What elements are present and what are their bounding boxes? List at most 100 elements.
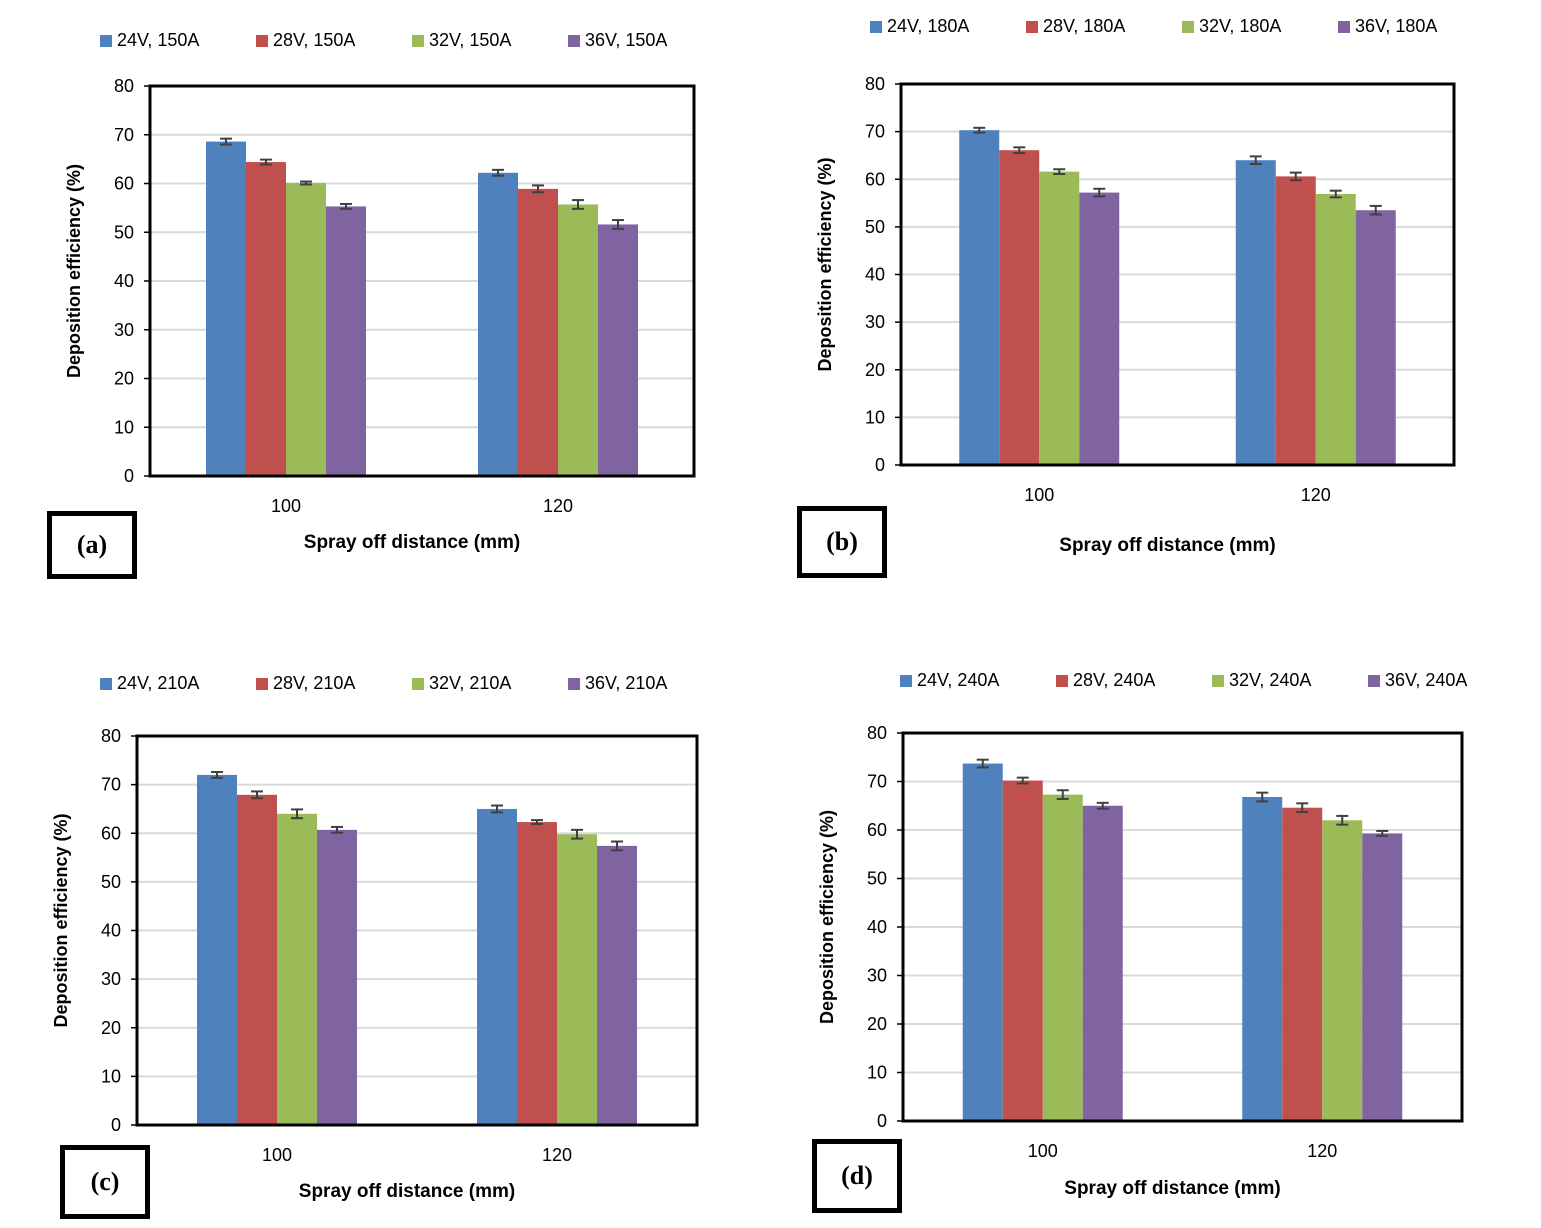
y-tick-label: 70	[867, 772, 887, 792]
legend-label: 28V, 180A	[1043, 16, 1126, 36]
legend-item: 28V, 150A	[256, 30, 412, 51]
legend-item: 28V, 180A	[1026, 16, 1182, 37]
legend-swatch	[100, 677, 112, 690]
y-tick-label: 60	[101, 823, 121, 843]
y-tick-label: 50	[867, 869, 887, 889]
x-axis-title: Spray off distance (mm)	[1059, 535, 1275, 556]
bar	[237, 794, 277, 1125]
x-tick-label: 100	[262, 1145, 292, 1165]
bar	[962, 763, 1003, 1121]
legend-item: 24V, 150A	[100, 30, 256, 51]
legend-label: 28V, 210A	[273, 673, 356, 693]
x-axis-title: Spray off distance (mm)	[304, 532, 520, 553]
y-tick-label: 70	[865, 122, 885, 142]
y-tick-label: 40	[865, 265, 885, 285]
plot-frame	[135, 734, 699, 1127]
legend-label: 24V, 240A	[917, 670, 1000, 690]
panel-label: (b)	[797, 506, 887, 578]
y-tick-label: 80	[101, 726, 121, 746]
legend-item: 32V, 210A	[412, 673, 568, 694]
bar	[197, 774, 237, 1125]
legend-item: 24V, 210A	[100, 673, 256, 694]
y-tick-label: 80	[867, 723, 887, 743]
legend-item: 32V, 150A	[412, 30, 568, 51]
y-tick-label: 0	[877, 1111, 887, 1131]
y-tick-label: 10	[101, 1066, 121, 1086]
bar	[518, 188, 558, 477]
legend-item: 36V, 150A	[568, 30, 724, 51]
x-tick-label: 120	[543, 496, 573, 516]
bar	[558, 204, 598, 476]
legend-item: 24V, 240A	[900, 670, 1056, 691]
chart-legend: 24V, 210A 28V, 210A 32V, 210A 36V, 210A	[100, 673, 724, 694]
x-tick-label: 120	[542, 1145, 572, 1165]
plot-frame	[899, 82, 1456, 467]
chart-panel-2: 0 10 20 30 40 50 60 70 80 100 120 Spray off distanc…	[815, 74, 1456, 556]
legend-swatch	[256, 677, 268, 690]
y-tick-label: 80	[114, 76, 134, 96]
y-tick-label: 20	[865, 360, 885, 380]
bar	[1355, 210, 1396, 465]
legend-item: 36V, 240A	[1368, 670, 1524, 691]
legend-label: 28V, 240A	[1073, 670, 1156, 690]
chart-panel-4: 0 10 20 30 40 50 60 70 80 100 120 Spray off distanc…	[817, 723, 1464, 1199]
panel-label: (a)	[47, 511, 137, 579]
legend-label: 24V, 180A	[887, 16, 970, 36]
legend-item: 36V, 210A	[568, 673, 724, 694]
legend-swatch	[412, 677, 424, 690]
chart-panel-3: 0 10 20 30 40 50 60 70 80 100 120 Spray off distanc…	[51, 726, 699, 1202]
legend-item: 24V, 180A	[870, 16, 1026, 37]
y-tick-label: 0	[111, 1115, 121, 1135]
bar	[1002, 780, 1043, 1121]
bar	[1275, 176, 1316, 465]
x-tick-label: 120	[1307, 1141, 1337, 1161]
y-tick-label: 30	[101, 969, 121, 989]
legend-swatch	[568, 34, 580, 47]
y-tick-label: 10	[867, 1063, 887, 1083]
y-axis-title: Deposition efficiency (%)	[51, 813, 71, 1027]
bar	[1322, 820, 1363, 1121]
legend-label: 36V, 150A	[585, 30, 668, 50]
chart-panel-1: 0 10 20 30 40 50 60 70 80 100 120 Spray off distanc…	[64, 76, 696, 553]
panel-label: (d)	[812, 1139, 902, 1213]
y-tick-label: 60	[867, 820, 887, 840]
y-tick-label: 50	[865, 217, 885, 237]
panel-label: (c)	[60, 1145, 150, 1219]
legend-item: 32V, 240A	[1212, 670, 1368, 691]
legend-swatch	[900, 674, 912, 687]
bar	[1039, 171, 1080, 465]
chart-legend: 24V, 240A 28V, 240A 32V, 240A 36V, 240A	[900, 670, 1524, 691]
bar	[478, 172, 518, 476]
legend-label: 32V, 240A	[1229, 670, 1312, 690]
x-axis-title: Spray off distance (mm)	[299, 1181, 515, 1202]
y-tick-label: 0	[875, 455, 885, 475]
y-axis-title: Deposition efficiency (%)	[817, 810, 837, 1024]
bar	[999, 150, 1040, 466]
bar	[959, 130, 1000, 466]
legend-swatch	[100, 34, 112, 47]
legend-swatch	[870, 20, 882, 33]
y-axis-title: Deposition efficiency (%)	[815, 157, 835, 371]
y-tick-label: 30	[114, 320, 134, 340]
chart-legend: 24V, 180A 28V, 180A 32V, 180A 36V, 180A	[870, 16, 1494, 37]
legend-swatch	[1368, 674, 1380, 687]
bar	[1082, 805, 1123, 1121]
y-tick-label: 80	[865, 74, 885, 94]
y-tick-label: 20	[114, 369, 134, 389]
x-tick-label: 120	[1301, 485, 1331, 505]
y-tick-label: 50	[114, 222, 134, 242]
y-tick-label: 70	[101, 775, 121, 795]
legend-label: 36V, 180A	[1355, 16, 1438, 36]
y-tick-label: 10	[114, 417, 134, 437]
legend-swatch	[1212, 674, 1224, 687]
bar	[597, 845, 637, 1125]
bar	[1362, 833, 1403, 1121]
bar	[1315, 194, 1356, 466]
legend-label: 36V, 240A	[1385, 670, 1468, 690]
legend-item: 32V, 180A	[1182, 16, 1338, 37]
legend-label: 28V, 150A	[273, 30, 356, 50]
x-axis-title: Spray off distance (mm)	[1064, 1178, 1280, 1199]
bar	[1235, 160, 1276, 465]
